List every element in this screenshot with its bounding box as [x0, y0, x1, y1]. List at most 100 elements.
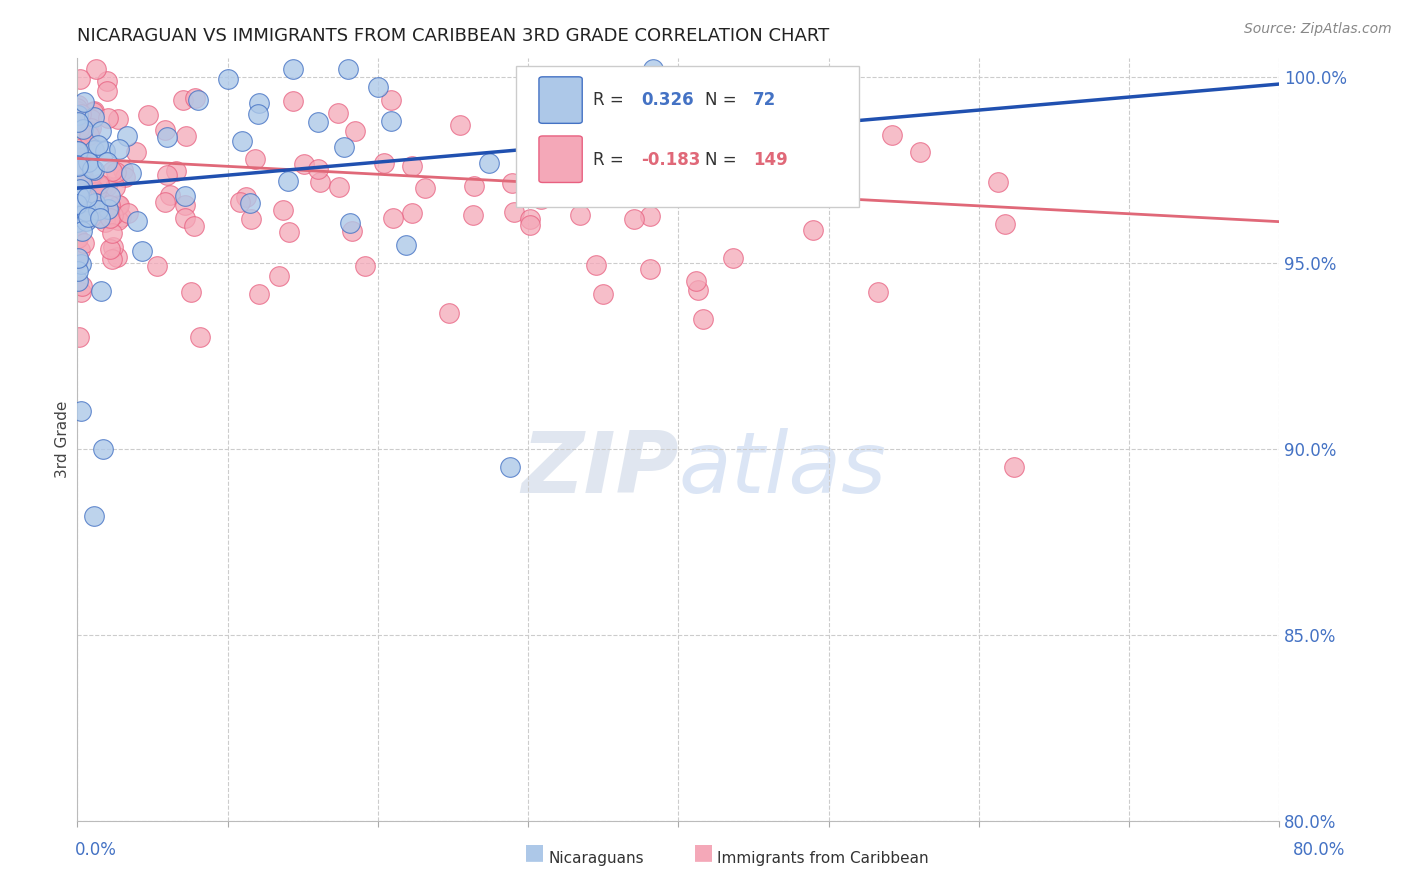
- Point: [83, 187, 105, 202]
- Point: [83, 103, 105, 118]
- Point: [96, 179, 118, 194]
- Point: [84, 185, 107, 199]
- Point: [66, 274, 89, 288]
- Point: [186, 94, 209, 108]
- Point: [908, 145, 931, 159]
- Point: [67, 145, 90, 159]
- Text: Immigrants from Caribbean: Immigrants from Caribbean: [717, 851, 929, 865]
- Point: [281, 95, 304, 109]
- Point: [519, 218, 541, 232]
- Point: [83, 508, 105, 523]
- Point: [79, 142, 101, 156]
- Point: [66, 231, 89, 245]
- Point: [229, 194, 252, 209]
- FancyBboxPatch shape: [538, 136, 582, 183]
- Point: [67, 252, 90, 267]
- Point: [217, 71, 239, 86]
- Point: [153, 123, 176, 137]
- Point: [643, 62, 665, 77]
- Point: [277, 174, 299, 188]
- Point: [758, 187, 780, 202]
- Point: [86, 137, 108, 152]
- Point: [247, 287, 270, 301]
- Point: [67, 98, 90, 112]
- Point: [87, 202, 110, 217]
- Point: [395, 238, 418, 252]
- Y-axis label: 3rd Grade: 3rd Grade: [55, 401, 70, 478]
- Point: [342, 224, 364, 238]
- Point: [101, 164, 124, 178]
- Point: [239, 196, 262, 211]
- Point: [70, 163, 93, 178]
- Point: [72, 177, 94, 191]
- Point: [354, 259, 377, 273]
- Point: [93, 211, 115, 225]
- Point: [585, 258, 607, 272]
- Point: [367, 79, 389, 94]
- Point: [69, 135, 91, 149]
- Point: [344, 124, 367, 138]
- Point: [706, 161, 728, 176]
- Point: [66, 104, 89, 119]
- Point: [463, 178, 485, 193]
- Point: [77, 124, 100, 138]
- Point: [66, 202, 89, 216]
- Point: [645, 124, 668, 138]
- Text: 149: 149: [754, 151, 787, 169]
- Point: [174, 211, 197, 226]
- Point: [82, 104, 104, 119]
- Point: [70, 279, 93, 293]
- Point: [66, 197, 89, 211]
- Point: [93, 144, 115, 158]
- Point: [69, 202, 91, 216]
- Point: [623, 212, 645, 227]
- Point: [328, 180, 350, 194]
- Point: [69, 203, 91, 218]
- Point: [401, 159, 423, 173]
- Point: [89, 211, 111, 226]
- Point: [882, 128, 904, 143]
- Point: [69, 186, 91, 200]
- Point: [67, 122, 90, 136]
- Point: [110, 211, 132, 225]
- Point: [72, 121, 94, 136]
- Point: [801, 223, 824, 237]
- Point: [97, 111, 120, 125]
- Point: [519, 212, 541, 227]
- Point: [461, 208, 484, 222]
- Point: [67, 330, 90, 344]
- Point: [309, 176, 332, 190]
- Point: [685, 274, 707, 288]
- Point: [67, 184, 90, 198]
- Point: [136, 108, 159, 122]
- Point: [449, 118, 471, 132]
- Point: [98, 211, 121, 226]
- Point: [101, 208, 124, 222]
- Point: [401, 206, 423, 220]
- Point: [80, 121, 103, 136]
- Point: [70, 404, 93, 418]
- Point: [184, 91, 207, 105]
- Point: [76, 187, 98, 202]
- Point: [101, 240, 124, 254]
- Point: [592, 286, 614, 301]
- Point: [98, 189, 121, 203]
- Point: [87, 177, 110, 191]
- Point: [67, 182, 90, 196]
- Point: [339, 216, 361, 230]
- Point: [91, 179, 114, 194]
- Point: [501, 176, 523, 190]
- Point: [70, 123, 93, 137]
- Point: [146, 259, 169, 273]
- Point: [380, 93, 402, 107]
- Text: R =: R =: [593, 151, 628, 169]
- Point: [98, 242, 121, 256]
- Point: [499, 460, 522, 475]
- Point: [156, 168, 179, 182]
- Point: [67, 192, 90, 206]
- Point: [707, 178, 730, 193]
- Text: ■: ■: [524, 842, 544, 862]
- Point: [67, 115, 90, 129]
- Point: [69, 169, 91, 183]
- Point: [70, 285, 93, 299]
